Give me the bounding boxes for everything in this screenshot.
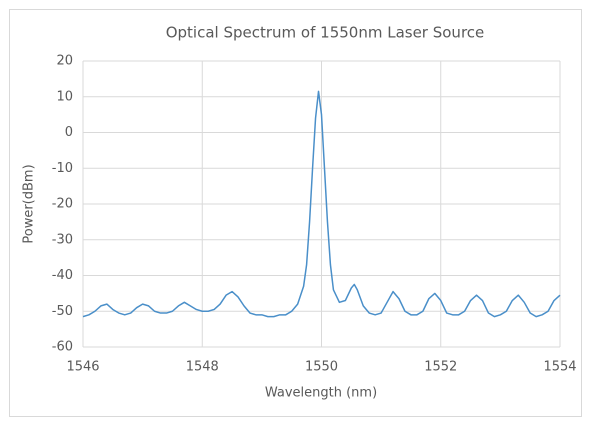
- x-tick-label: 1550: [305, 360, 338, 375]
- y-tick-label: 10: [56, 89, 73, 104]
- x-axis-label: Wavelength (nm): [265, 386, 377, 401]
- y-tick-label: -50: [52, 304, 73, 319]
- chart-border: [9, 9, 582, 417]
- chart-title: Optical Spectrum of 1550nm Laser Source: [166, 24, 485, 42]
- y-tick-label: -60: [52, 340, 73, 355]
- y-tick-label: -20: [52, 197, 73, 212]
- y-tick-label: 0: [65, 125, 73, 140]
- y-axis-label: Power(dBm): [22, 164, 37, 243]
- spectrum-line: [82, 90, 561, 318]
- y-tick-label: -40: [52, 268, 73, 283]
- x-tick-label: 1548: [186, 360, 219, 375]
- x-tick-label: 1554: [543, 360, 576, 375]
- x-tick-label: 1552: [424, 360, 457, 375]
- y-tick-label: 20: [56, 54, 73, 69]
- x-tick-label: 1546: [66, 360, 99, 375]
- y-tick-label: -30: [52, 232, 73, 247]
- y-tick-label: -10: [52, 161, 73, 176]
